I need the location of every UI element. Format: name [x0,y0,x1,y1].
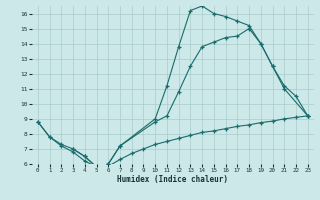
X-axis label: Humidex (Indice chaleur): Humidex (Indice chaleur) [117,175,228,184]
